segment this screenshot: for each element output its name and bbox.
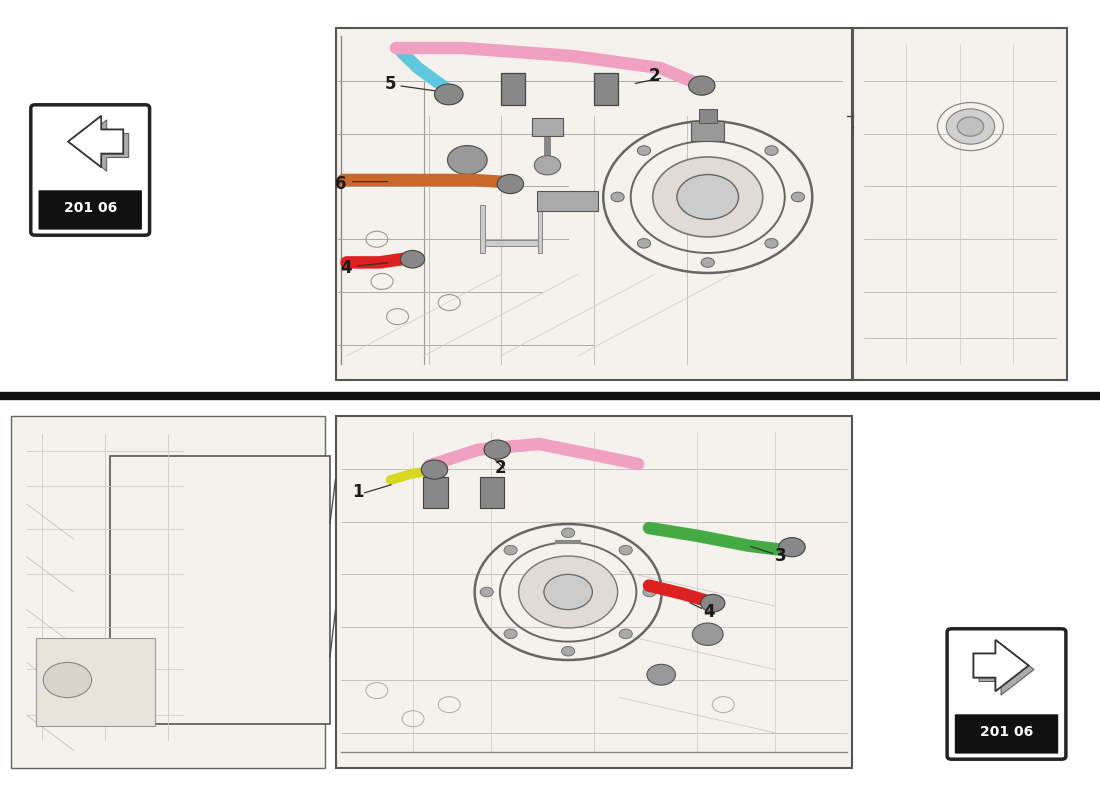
Circle shape bbox=[504, 629, 517, 638]
FancyBboxPatch shape bbox=[39, 190, 142, 230]
Bar bbox=[538, 206, 542, 254]
Circle shape bbox=[504, 546, 517, 555]
Circle shape bbox=[642, 587, 656, 597]
Circle shape bbox=[561, 528, 574, 538]
FancyBboxPatch shape bbox=[947, 629, 1066, 759]
Bar bbox=[532, 118, 563, 136]
Circle shape bbox=[535, 156, 561, 175]
Text: 5: 5 bbox=[385, 75, 396, 93]
Bar bbox=[336, 28, 852, 380]
Circle shape bbox=[434, 84, 463, 105]
Circle shape bbox=[764, 146, 778, 155]
Circle shape bbox=[400, 250, 425, 268]
Text: 201 06: 201 06 bbox=[980, 726, 1033, 739]
Circle shape bbox=[946, 109, 994, 144]
Circle shape bbox=[448, 146, 487, 174]
Circle shape bbox=[676, 174, 738, 219]
Bar bbox=[336, 416, 852, 768]
Text: LAMBORGHINI: LAMBORGHINI bbox=[504, 201, 750, 263]
Bar bbox=[500, 74, 525, 106]
Circle shape bbox=[619, 629, 632, 638]
Bar bbox=[537, 191, 597, 211]
Text: 3: 3 bbox=[776, 547, 786, 565]
Circle shape bbox=[484, 440, 510, 459]
Text: a ZF Parts online catalogue: a ZF Parts online catalogue bbox=[463, 561, 747, 639]
Circle shape bbox=[647, 664, 675, 685]
Text: 6: 6 bbox=[336, 175, 346, 193]
Polygon shape bbox=[974, 640, 1028, 691]
Circle shape bbox=[957, 117, 983, 136]
Text: a ZF Parts online catalogue: a ZF Parts online catalogue bbox=[454, 158, 756, 242]
Text: LAMBORGHINI: LAMBORGHINI bbox=[515, 586, 739, 646]
Polygon shape bbox=[74, 120, 129, 171]
Circle shape bbox=[764, 238, 778, 248]
Circle shape bbox=[779, 538, 805, 557]
Bar bbox=[481, 206, 485, 254]
Circle shape bbox=[637, 146, 650, 155]
Circle shape bbox=[421, 460, 448, 479]
Polygon shape bbox=[68, 116, 123, 167]
Circle shape bbox=[652, 157, 762, 237]
Text: 2: 2 bbox=[495, 459, 506, 477]
Circle shape bbox=[519, 556, 618, 628]
Bar bbox=[424, 477, 448, 507]
Circle shape bbox=[548, 578, 587, 606]
Text: 4: 4 bbox=[341, 259, 352, 277]
Polygon shape bbox=[68, 116, 123, 167]
Bar bbox=[852, 28, 1067, 380]
Circle shape bbox=[683, 179, 732, 214]
Circle shape bbox=[610, 192, 624, 202]
FancyBboxPatch shape bbox=[31, 105, 150, 235]
Circle shape bbox=[480, 587, 493, 597]
Polygon shape bbox=[974, 640, 1028, 691]
Circle shape bbox=[689, 76, 715, 95]
Circle shape bbox=[619, 546, 632, 555]
Circle shape bbox=[701, 594, 725, 612]
Bar bbox=[691, 121, 724, 141]
Text: 2: 2 bbox=[649, 67, 660, 85]
Text: 4: 4 bbox=[704, 603, 715, 621]
Bar bbox=[481, 240, 542, 246]
Bar bbox=[594, 74, 618, 106]
Circle shape bbox=[43, 662, 91, 698]
Circle shape bbox=[692, 623, 723, 646]
Circle shape bbox=[701, 126, 714, 136]
Text: 1: 1 bbox=[352, 483, 363, 501]
Circle shape bbox=[701, 258, 714, 267]
Bar bbox=[110, 456, 330, 724]
FancyBboxPatch shape bbox=[955, 714, 1058, 754]
Bar bbox=[698, 109, 716, 123]
Circle shape bbox=[497, 174, 524, 194]
Polygon shape bbox=[979, 644, 1034, 695]
Circle shape bbox=[791, 192, 804, 202]
Circle shape bbox=[543, 574, 592, 610]
Circle shape bbox=[561, 646, 574, 656]
Bar bbox=[36, 638, 155, 726]
Text: 201 06: 201 06 bbox=[64, 202, 117, 215]
Bar bbox=[11, 416, 324, 768]
Bar bbox=[481, 477, 505, 507]
Circle shape bbox=[637, 238, 650, 248]
